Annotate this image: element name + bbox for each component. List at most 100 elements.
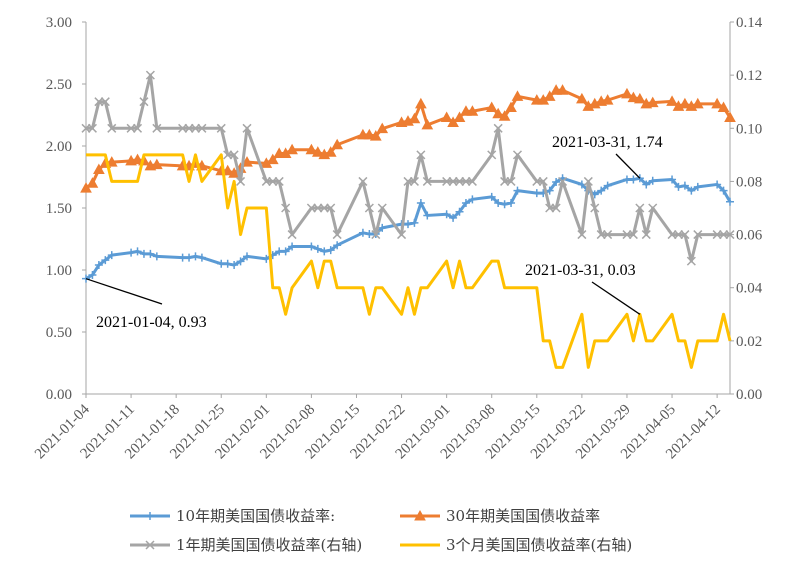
data-point	[324, 146, 337, 157]
data-point	[139, 97, 149, 107]
data-point	[152, 123, 162, 133]
data-point	[461, 176, 471, 186]
data-point	[442, 176, 452, 186]
data-point	[621, 87, 633, 99]
data-point	[603, 230, 613, 240]
data-point	[331, 138, 344, 150]
data-point	[86, 177, 99, 188]
data-point	[551, 203, 561, 213]
data-point	[507, 199, 516, 208]
data-point	[468, 195, 477, 204]
data-point	[666, 95, 678, 106]
data-point	[492, 107, 505, 119]
data-point	[145, 70, 155, 80]
data-point	[629, 175, 638, 184]
data-point	[274, 176, 284, 186]
data-point	[191, 252, 200, 261]
data-point	[680, 230, 690, 240]
data-point	[131, 153, 144, 165]
data-point	[713, 180, 722, 189]
data-point	[648, 176, 657, 185]
data-point	[333, 241, 342, 250]
data-point	[371, 230, 381, 240]
y-left-tick-label: 2.00	[46, 139, 72, 155]
data-point	[332, 230, 342, 240]
data-point	[409, 176, 419, 186]
data-point	[673, 230, 684, 240]
data-point	[126, 123, 136, 133]
data-point	[403, 176, 413, 186]
data-point	[221, 164, 234, 176]
data-point	[545, 203, 555, 213]
annotation-layer: 2021-01-04, 0.93 2021-03-31, 1.74 2021-03-…	[85, 134, 663, 331]
data-point	[243, 252, 251, 261]
data-point	[596, 230, 606, 240]
data-point	[313, 203, 323, 213]
data-point	[712, 230, 722, 240]
data-point	[466, 105, 479, 116]
data-point	[498, 110, 511, 121]
data-point	[100, 97, 110, 107]
data-point	[500, 200, 509, 209]
data-point	[442, 210, 451, 219]
data-point	[511, 90, 524, 101]
data-point	[505, 101, 517, 113]
data-point	[493, 123, 503, 133]
data-point	[513, 186, 522, 195]
data-point	[597, 186, 606, 195]
data-point	[150, 158, 163, 170]
data-point	[635, 203, 645, 213]
data-point	[127, 248, 136, 257]
data-point	[448, 176, 458, 186]
data-point	[693, 230, 703, 240]
data-point	[132, 123, 143, 133]
data-point	[667, 230, 677, 240]
data-point	[687, 186, 696, 195]
series-2	[80, 84, 736, 193]
data-point	[236, 257, 245, 266]
data-point	[281, 203, 291, 213]
data-point	[178, 123, 188, 133]
series-4	[86, 153, 732, 369]
data-point	[691, 97, 704, 109]
y-left-tick-label: 1.00	[46, 263, 72, 279]
data-point	[603, 181, 612, 190]
data-point	[369, 130, 382, 141]
data-point	[487, 150, 497, 160]
data-point	[145, 540, 155, 550]
data-point	[494, 199, 503, 208]
data-point	[719, 230, 729, 240]
data-point	[453, 111, 466, 122]
chart-legend: 10年期美国国债收益率: 30年期美国国债收益率 1年期美国国债收益率(右轴) 3个月…	[130, 507, 632, 554]
annotation-label: 2021-01-04, 0.93	[96, 314, 207, 331]
data-point	[552, 177, 561, 186]
y-right-tick-label: 0.12	[736, 68, 762, 84]
annotation-leader-line	[85, 278, 163, 305]
data-point	[184, 123, 194, 133]
data-point	[538, 176, 548, 186]
data-point	[622, 230, 632, 240]
data-point	[646, 96, 659, 108]
data-point	[414, 509, 426, 521]
data-point	[408, 112, 421, 124]
data-point	[266, 153, 279, 165]
data-point	[81, 123, 91, 133]
legend-label: 3个月美国国债收益率(右轴)	[446, 536, 632, 554]
data-point	[449, 213, 458, 222]
data-point	[287, 230, 297, 240]
data-point	[229, 150, 239, 160]
data-point	[230, 261, 239, 270]
data-point	[242, 123, 252, 133]
y-right-tick-label: 0.08	[736, 174, 762, 190]
data-point	[404, 220, 412, 229]
data-point	[500, 176, 510, 186]
series-3	[81, 70, 735, 266]
data-point	[397, 230, 407, 240]
data-point	[185, 253, 194, 262]
data-point	[440, 111, 453, 122]
data-point	[364, 203, 374, 213]
data-point	[326, 203, 336, 213]
legend-label: 30年期美国国债收益率	[446, 507, 600, 525]
data-point	[152, 252, 161, 261]
